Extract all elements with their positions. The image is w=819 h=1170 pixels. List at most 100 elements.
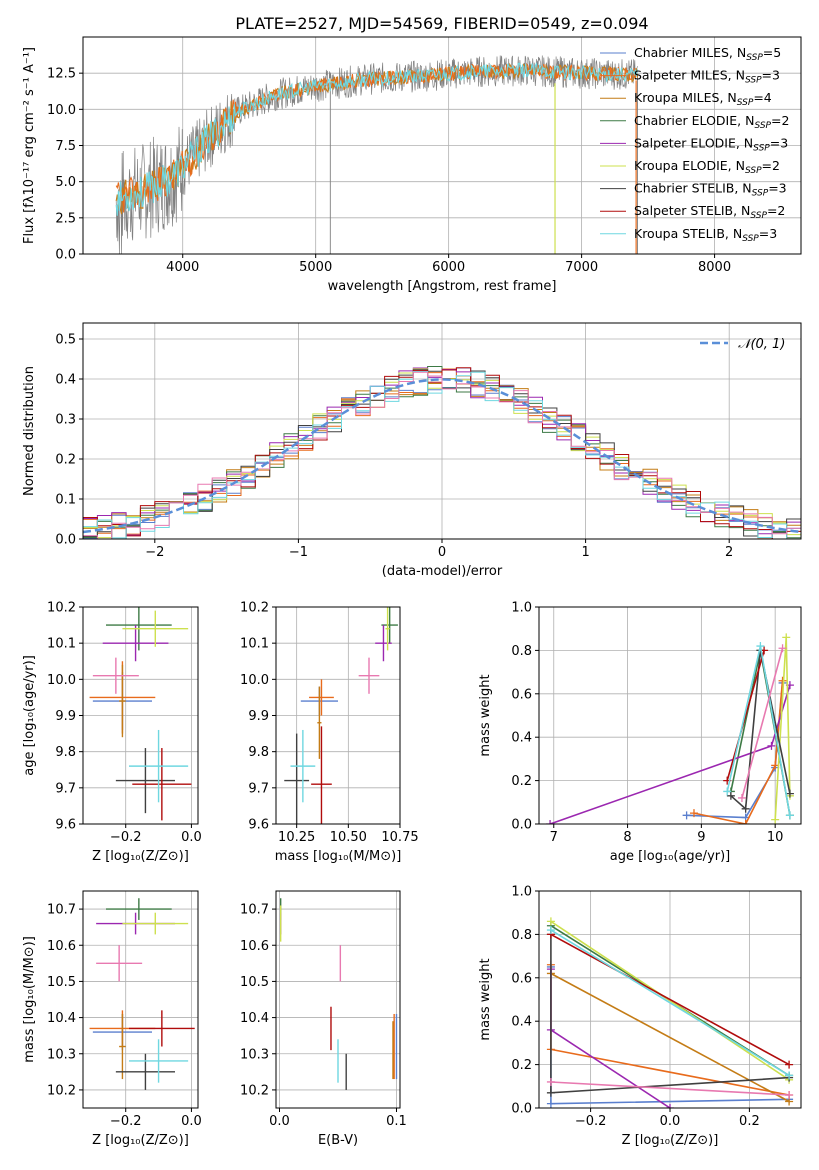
histogram-step [83, 368, 801, 539]
x-tick-label: 10.75 [381, 830, 418, 845]
weight-marker [666, 1104, 674, 1108]
legend-sub: SSP [745, 166, 762, 176]
weight-marker [723, 787, 732, 796]
weight-marker [741, 804, 750, 813]
mass_vs_ebv-panel: 0.0 0.1 10.2 10.3 10.4 10.5 10.6 10.7 E(B-V) [240, 890, 407, 1148]
x-tick-label: 0.0 [181, 1114, 202, 1129]
weight-marker [546, 1088, 555, 1097]
legend-label: Kroupa MILES, NSSP=4 [634, 90, 772, 108]
age_vs_mass-panel: 10.25 10.50 10.75 9.6 9.7 9.8 9.9 10.0 10.1 10.2 m… [240, 601, 419, 865]
weight-marker [785, 1060, 794, 1069]
x-tick-label: 0.1 [386, 1114, 407, 1129]
spectrum-panel: 4000 5000 6000 7000 8000 0.0 2.5 5.0 7.5 10.0 12.5… [22, 36, 802, 294]
y-tick-label: 10.2 [240, 601, 269, 616]
weight-marker [546, 820, 555, 824]
y-tick-label: 9.8 [248, 745, 269, 760]
y-tick-label: 0.2 [55, 453, 76, 468]
legend-value: =2 [762, 158, 780, 173]
weight-marker [785, 1090, 794, 1099]
x-axis-label: Z [log₁₀(Z/Z⊙)] [92, 1133, 189, 1148]
weight-marker [782, 633, 791, 642]
legend-sub: SSP [754, 121, 771, 131]
y-tick-label: 10.7 [240, 903, 269, 918]
legend-name: Kroupa MILES, N [634, 90, 737, 105]
y-tick-label: 2.5 [55, 211, 76, 226]
x-tick-label: 7000 [565, 260, 598, 275]
y-tick-label: 10.5 [240, 975, 269, 990]
legend-name: Kroupa STELIB, N [634, 226, 742, 241]
axes-frame [275, 606, 401, 825]
legend-name: Salpeter MILES, N [634, 68, 745, 83]
y-tick-label: 10.4 [47, 1011, 76, 1026]
axes-frame [275, 890, 401, 1109]
legend-name: Salpeter STELIB, N [634, 203, 750, 218]
weight-marker [778, 644, 787, 653]
weight-marker [741, 820, 750, 824]
y-tick-label: 10.4 [240, 1011, 269, 1026]
x-tick-label: 0.0 [181, 830, 202, 845]
x-axis-label: wavelength [Angstrom, rest frame] [328, 279, 557, 294]
axes-frame [82, 606, 199, 825]
weight-line [741, 647, 784, 799]
weight_vs_Z-marks [546, 917, 794, 1108]
x-tick-label: 9 [697, 830, 705, 845]
y-tick-label: 9.8 [55, 745, 76, 760]
model-spectrum-line [115, 62, 638, 213]
axes-frame [538, 890, 802, 1109]
x-axis-label: age [log₁₀(age/yr)] [610, 849, 731, 864]
weight-line [550, 933, 790, 1066]
weight-marker [546, 1077, 555, 1086]
y-tick-label: 10.6 [47, 939, 76, 954]
x-tick-label: −2 [145, 545, 164, 560]
y-tick-label: 10.0 [47, 103, 76, 118]
legend-label: Kroupa STELIB, NSSP=3 [634, 226, 777, 244]
y-tick-label: 10.2 [47, 1083, 76, 1098]
axes-frame [82, 36, 802, 255]
y-tick-label: 7.5 [55, 139, 76, 154]
legend-name: Chabrier ELODIE, N [634, 113, 754, 128]
x-tick-label: 6000 [432, 260, 465, 275]
x-tick-label: 10 [767, 830, 784, 845]
weight-line [550, 920, 790, 1081]
legend-label: Salpeter MILES, NSSP=3 [634, 68, 780, 86]
x-axis-label: mass [log₁₀(M/M⊙)] [275, 849, 402, 864]
weight-marker [785, 789, 794, 798]
legend-label: Salpeter ELODIE, NSSP=3 [634, 135, 788, 153]
x-tick-label: 2 [725, 545, 733, 560]
y-tick-label: 0.3 [55, 413, 76, 428]
x-tick-label: −0.2 [110, 830, 142, 845]
legend-label: Chabrier MILES, NSSP=5 [634, 45, 781, 63]
legend-name: Chabrier STELIB, N [634, 181, 752, 196]
y-tick-label: 0.4 [511, 1015, 532, 1030]
weight-marker [682, 811, 691, 820]
y-tick-label: 10.6 [240, 939, 269, 954]
y-tick-label: 0.8 [511, 644, 532, 659]
axes-frame [82, 322, 802, 540]
y-tick-label: 0.0 [55, 533, 76, 548]
weight-marker [737, 793, 746, 802]
y-axis-label: Normed distribution [22, 366, 37, 496]
weight-line [726, 650, 765, 781]
legend-value: =3 [759, 226, 777, 241]
mass_vs_ebv-marks [279, 898, 398, 1090]
weight-marker [689, 809, 698, 818]
y-tick-label: 10.2 [47, 601, 76, 616]
x-tick-label: 0.0 [269, 1114, 290, 1129]
y-tick-label: 0.6 [511, 687, 532, 702]
y-tick-label: 10.0 [47, 673, 76, 688]
legend-name: Chabrier MILES, N [634, 45, 746, 60]
y-axis-label: Flux [fλ10⁻¹⁷ erg cm⁻² s⁻¹ A⁻¹] [22, 47, 37, 244]
legend-name: Salpeter ELODIE, N [634, 135, 753, 150]
mass_vs_Z-marks [89, 898, 195, 1090]
y-tick-label: 10.0 [240, 673, 269, 688]
x-axis-label: Z [log₁₀(Z/Z⊙)] [92, 849, 189, 864]
weight-marker [767, 741, 776, 750]
weight_vs_age-marks [546, 633, 794, 824]
x-tick-label: 10.50 [330, 830, 367, 845]
y-tick-label: 0.4 [511, 731, 532, 746]
y-axis-label: mass [log₁₀(M/M⊙)] [22, 936, 37, 1063]
y-tick-label: 0.1 [55, 493, 76, 508]
y-tick-label: 10.1 [47, 637, 76, 652]
y-tick-label: 10.1 [240, 637, 269, 652]
y-tick-label: 10.5 [47, 975, 76, 990]
